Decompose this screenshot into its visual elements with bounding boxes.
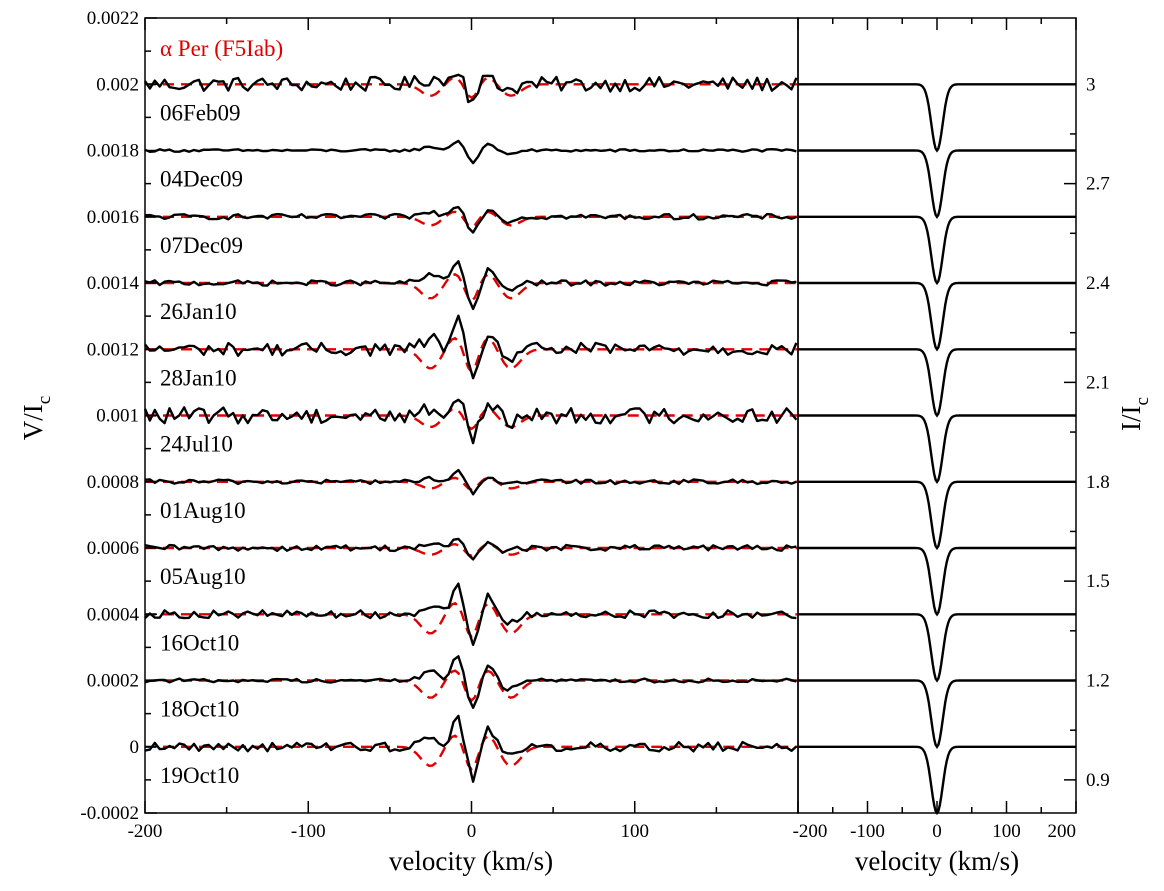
intensity-line-05Aug10 (798, 546, 1076, 617)
intensity-line-26Jan10 (798, 281, 1076, 352)
model-line-28Jan10 (145, 336, 798, 374)
labels: 06Feb09 04Dec09 07Dec09 26Jan10 28Jan10 24Jul… (160, 100, 246, 788)
right-y-tick-label: 2.7 (1086, 174, 1110, 195)
observation-label-06Feb09: 06Feb09 (160, 100, 241, 125)
observed-line-06Feb09 (143, 73, 798, 104)
svg-text:I/Ic: I/Ic (1116, 397, 1153, 431)
model-line-19Oct10 (145, 734, 798, 771)
intensity-line-01Aug10 (798, 480, 1076, 551)
intensity-line-24Jul10 (798, 414, 1076, 484)
left-y-tick-label: 0.0002 (87, 671, 139, 692)
observation-label-04Dec09: 04Dec09 (160, 167, 243, 192)
observation-label-16Oct10: 16Oct10 (160, 630, 239, 655)
observed-line-05Aug10 (144, 537, 797, 561)
right-y-tick-label: 3 (1086, 74, 1096, 95)
left-y-axis-title-main: V/I (18, 404, 48, 440)
ticks: -0.0002 0 0.0002 0.0004 0.0006 0.0008 0.001 0.0… (80, 8, 1110, 842)
intensity-line-18Oct10 (798, 679, 1076, 749)
observation-label-19Oct10: 19Oct10 (160, 763, 239, 788)
observed-line-24Jul10 (143, 398, 798, 445)
left-y-tick-label: 0.0004 (87, 604, 140, 625)
observed-line-16Oct10 (144, 582, 797, 646)
right-y-tick-label: 1.8 (1086, 472, 1110, 493)
observation-label-26Jan10: 26Jan10 (160, 299, 237, 324)
observed-line-28Jan10 (144, 314, 798, 380)
left-y-tick-label: 0.0006 (87, 538, 139, 559)
observation-label-18Oct10: 18Oct10 (160, 697, 239, 722)
left-y-tick-label: 0.0016 (87, 207, 139, 228)
observation-label-28Jan10: 28Jan10 (160, 365, 237, 390)
right-y-axis-title-main: I/I (1116, 405, 1146, 430)
right-y-axis-title-sub: c (1132, 397, 1153, 405)
model-line-18Oct10 (145, 669, 798, 703)
observation-label-05Aug10: 05Aug10 (160, 564, 246, 589)
right-x-tick-label: -200 (793, 821, 828, 842)
observed-line-18Oct10 (144, 655, 797, 709)
left-y-axis-title: V/Ic (18, 396, 55, 440)
left-y-tick-label: 0.0012 (87, 339, 139, 360)
observed-line-19Oct10 (144, 714, 798, 783)
observed-line-04Dec09 (144, 139, 797, 165)
left-y-tick-label: -0.0002 (80, 803, 139, 824)
left-x-tick-label: 0 (467, 821, 477, 842)
left-x-axis-title: velocity (km/s) (389, 846, 553, 876)
right-y-tick-label: 1.2 (1086, 671, 1110, 692)
right-x-axis-title: velocity (km/s) (855, 846, 1019, 876)
intensity-line-04Dec09 (798, 149, 1076, 219)
observation-label-24Jul10: 24Jul10 (160, 432, 233, 457)
observation-label-07Dec09: 07Dec09 (160, 233, 243, 258)
left-y-tick-label: 0.0018 (87, 141, 139, 162)
model-line-16Oct10 (145, 601, 798, 639)
star-annotation: α Per (F5Iab) (160, 36, 283, 61)
left-y-tick-label: 0.0014 (87, 273, 140, 294)
model-line-26Jan10 (145, 272, 798, 303)
left-y-axis-title-sub: c (34, 396, 55, 404)
right-x-tick-label: 0 (932, 821, 942, 842)
observed-line-26Jan10 (144, 260, 797, 311)
left-y-tick-label: 0.002 (96, 74, 139, 95)
intensity-line-07Dec09 (798, 215, 1076, 286)
right-y-tick-label: 2.1 (1086, 372, 1110, 393)
svg-text:V/Ic: V/Ic (18, 396, 55, 440)
intensity-line-28Jan10 (798, 348, 1076, 418)
right-x-tick-label: -100 (850, 821, 885, 842)
plot-lines (143, 73, 1076, 816)
left-x-tick-label: -200 (128, 821, 163, 842)
left-x-tick-label: -100 (291, 821, 326, 842)
intensity-line-06Feb09 (798, 83, 1076, 153)
right-y-axis-title: I/Ic (1116, 397, 1153, 431)
observation-label-01Aug10: 01Aug10 (160, 498, 246, 523)
left-y-tick-label: 0.001 (96, 406, 139, 427)
observed-line-01Aug10 (144, 468, 797, 496)
observed-line-07Dec09 (144, 205, 797, 234)
right-y-tick-label: 1.5 (1086, 571, 1110, 592)
right-x-tick-label: 200 (1048, 821, 1077, 842)
left-y-tick-label: 0.0022 (87, 8, 139, 29)
right-y-tick-label: 0.9 (1086, 770, 1110, 791)
right-y-tick-label: 2.4 (1086, 273, 1110, 294)
left-y-tick-label: 0 (130, 737, 140, 758)
intensity-line-16Oct10 (798, 613, 1076, 683)
left-y-tick-label: 0.0008 (87, 472, 139, 493)
right-x-tick-label: 100 (992, 821, 1021, 842)
left-x-tick-label: 100 (621, 821, 650, 842)
